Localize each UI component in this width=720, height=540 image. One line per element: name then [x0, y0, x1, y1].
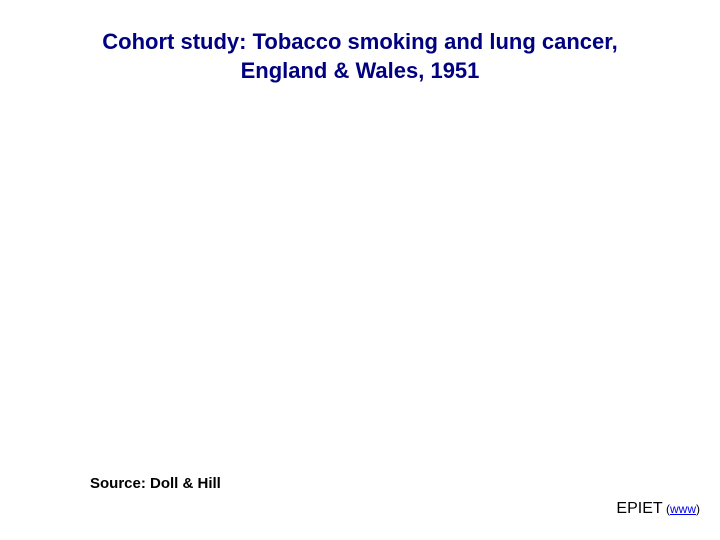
- title-line-2: England & Wales, 1951: [241, 58, 480, 83]
- footer-close-paren: ): [696, 502, 700, 516]
- footer-open-paren: (: [663, 502, 670, 516]
- title-line-1: Cohort study: Tobacco smoking and lung c…: [102, 29, 617, 54]
- footer-org: EPIET: [616, 500, 662, 517]
- footer-link[interactable]: www: [670, 502, 696, 516]
- slide-title: Cohort study: Tobacco smoking and lung c…: [0, 28, 720, 85]
- source-citation: Source: Doll & Hill: [90, 475, 221, 492]
- footer: EPIET (www): [616, 500, 700, 518]
- slide: Cohort study: Tobacco smoking and lung c…: [0, 0, 720, 540]
